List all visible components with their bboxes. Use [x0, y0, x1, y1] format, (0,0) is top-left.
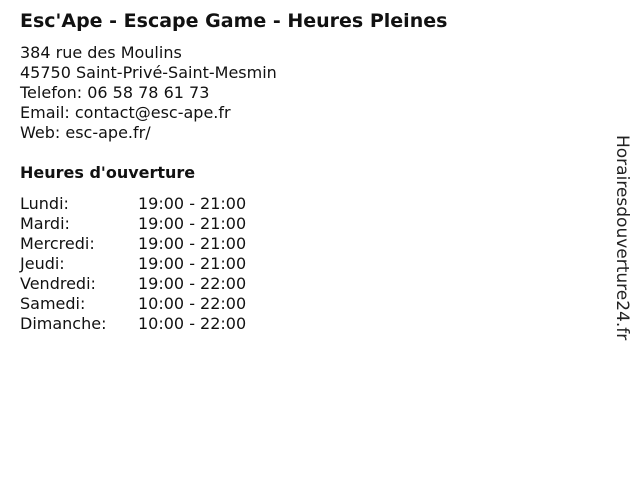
table-row: Jeudi: 19:00 - 21:00 — [20, 254, 246, 274]
table-row: Vendredi: 19:00 - 22:00 — [20, 274, 246, 294]
day: Mercredi: — [20, 234, 95, 253]
day: Mardi: — [20, 214, 70, 233]
table-row: Dimanche: 10:00 - 22:00 — [20, 314, 246, 334]
day: Jeudi: — [20, 254, 65, 273]
page-title: Esc'Ape - Escape Game - Heures Pleines — [20, 10, 448, 32]
day: Vendredi: — [20, 274, 96, 293]
brand-watermark: Horairesdouverture24.fr — [612, 135, 632, 341]
time: 19:00 - 22:00 — [138, 274, 247, 293]
table-row: Samedi: 10:00 - 22:00 — [20, 294, 246, 314]
table-row: Mercredi: 19:00 - 21:00 — [20, 234, 246, 254]
day: Samedi: — [20, 294, 86, 313]
day: Lundi: — [20, 194, 69, 213]
time: 10:00 - 22:00 — [138, 314, 247, 333]
time: 19:00 - 21:00 — [138, 234, 247, 253]
city: 45750 Saint-Privé-Saint-Mesmin — [20, 63, 277, 82]
time: 19:00 - 21:00 — [138, 194, 247, 213]
street: 384 rue des Moulins — [20, 43, 182, 62]
time: 19:00 - 21:00 — [138, 214, 247, 233]
table-row: Mardi: 19:00 - 21:00 — [20, 214, 246, 234]
address-block: 384 rue des Moulins 45750 Saint-Privé-Sa… — [20, 43, 277, 143]
time: 19:00 - 21:00 — [138, 254, 247, 273]
phone: Telefon: 06 58 78 61 73 — [20, 83, 210, 102]
hours-heading: Heures d'ouverture — [20, 163, 196, 182]
email: Email: contact@esc-ape.fr — [20, 103, 231, 122]
website: Web: esc-ape.fr/ — [20, 123, 151, 142]
table-row: Lundi: 19:00 - 21:00 — [20, 194, 246, 214]
time: 10:00 - 22:00 — [138, 294, 247, 313]
hours-table: Lundi: 19:00 - 21:00 Mardi: 19:00 - 21:00 … — [20, 194, 246, 334]
day: Dimanche: — [20, 314, 107, 333]
